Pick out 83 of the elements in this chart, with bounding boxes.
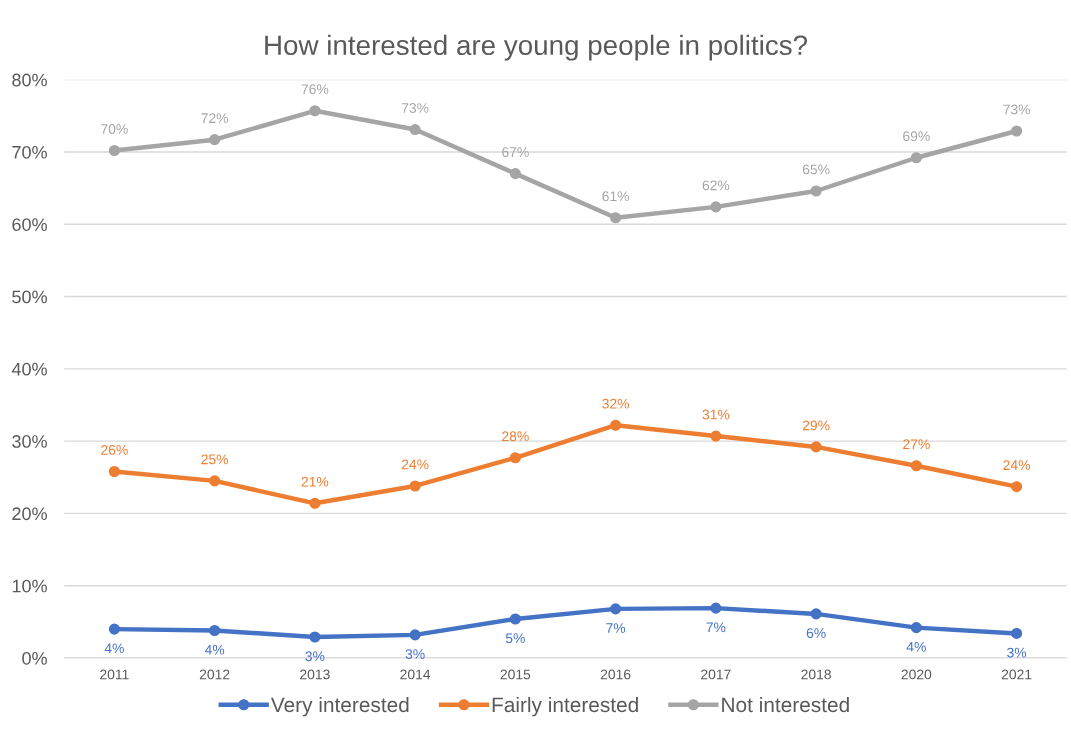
data-label: 7% bbox=[606, 623, 626, 633]
data-label: 4% bbox=[204, 644, 225, 655]
data-label: 76% bbox=[301, 84, 329, 95]
legend-label: Not interested bbox=[722, 696, 849, 713]
data-label: 28% bbox=[502, 431, 529, 442]
data-label: 73% bbox=[401, 103, 429, 113]
point bbox=[1011, 481, 1023, 493]
data-label: 27% bbox=[903, 439, 930, 450]
data-label: 4% bbox=[906, 641, 926, 652]
point bbox=[209, 134, 221, 146]
point bbox=[1011, 627, 1023, 639]
x-tick-label: 2011 bbox=[100, 669, 129, 680]
y-tick-label: 30% bbox=[12, 435, 47, 448]
data-label: 31% bbox=[702, 409, 730, 420]
data-label: 3% bbox=[1007, 647, 1027, 658]
point bbox=[610, 419, 622, 431]
data-label: 32% bbox=[602, 398, 630, 409]
y-tick-label: 80% bbox=[12, 73, 47, 87]
data-label: 4% bbox=[104, 643, 124, 654]
point bbox=[509, 168, 521, 180]
x-tick-label: 2021 bbox=[1001, 669, 1032, 680]
point bbox=[610, 212, 622, 224]
data-label: 26% bbox=[101, 445, 128, 455]
legend-label: Very interested bbox=[270, 696, 409, 717]
data-label: 72% bbox=[201, 113, 229, 123]
data-label: 73% bbox=[1003, 104, 1030, 115]
data-label: 3% bbox=[305, 651, 325, 662]
data-label: 29% bbox=[802, 420, 830, 431]
x-tick-label: 2017 bbox=[701, 669, 731, 680]
x-tick-label: 2015 bbox=[500, 669, 531, 680]
point bbox=[910, 152, 922, 164]
point bbox=[209, 624, 221, 637]
point bbox=[309, 105, 321, 117]
x-tick-label: 2012 bbox=[199, 669, 230, 680]
point bbox=[810, 441, 822, 453]
chart-title: How interested are young people in politics? bbox=[265, 34, 808, 61]
data-label: 21% bbox=[301, 476, 329, 487]
y-tick-label: 40% bbox=[11, 362, 47, 376]
data-label: 67% bbox=[502, 147, 529, 158]
y-tick-label: 0% bbox=[22, 651, 47, 665]
y-tick-label: 50% bbox=[12, 290, 47, 304]
data-label: 70% bbox=[101, 124, 128, 134]
x-tick-label: 2014 bbox=[400, 669, 431, 680]
point bbox=[309, 497, 321, 509]
x-tick-label: 2018 bbox=[801, 669, 831, 680]
data-label: 24% bbox=[401, 459, 429, 470]
point bbox=[108, 623, 120, 635]
point bbox=[710, 201, 722, 213]
point bbox=[610, 603, 622, 615]
point bbox=[810, 185, 822, 197]
point bbox=[209, 475, 221, 487]
point bbox=[409, 629, 421, 641]
point bbox=[910, 622, 922, 634]
data-label: 24% bbox=[1003, 460, 1030, 470]
x-tick-label: 2020 bbox=[901, 669, 932, 680]
y-tick-label: 20% bbox=[12, 507, 47, 521]
point bbox=[910, 460, 922, 472]
data-label: 65% bbox=[802, 164, 830, 175]
x-tick-label: 2013 bbox=[300, 669, 330, 680]
data-label: 62% bbox=[702, 180, 730, 191]
data-label: 69% bbox=[903, 131, 930, 142]
point bbox=[409, 480, 421, 492]
y-tick-label: 60% bbox=[12, 218, 47, 231]
point bbox=[710, 430, 722, 442]
legend-label: Fairly interested bbox=[492, 696, 638, 717]
x-tick-label: 2016 bbox=[600, 669, 631, 680]
point bbox=[409, 124, 421, 136]
data-label: 5% bbox=[505, 633, 525, 644]
point bbox=[309, 631, 321, 643]
point bbox=[710, 602, 722, 614]
y-tick-label: 70% bbox=[12, 145, 47, 159]
data-label: 3% bbox=[405, 649, 425, 659]
point bbox=[810, 608, 822, 620]
point bbox=[509, 613, 521, 625]
data-label: 6% bbox=[806, 628, 826, 639]
point bbox=[509, 452, 521, 464]
point bbox=[108, 144, 120, 157]
data-label: 25% bbox=[201, 454, 229, 465]
data-label: 7% bbox=[706, 622, 726, 633]
data-label: 61% bbox=[602, 191, 630, 202]
point bbox=[1011, 125, 1023, 137]
y-tick-label: 10% bbox=[12, 579, 47, 593]
point bbox=[108, 465, 120, 478]
